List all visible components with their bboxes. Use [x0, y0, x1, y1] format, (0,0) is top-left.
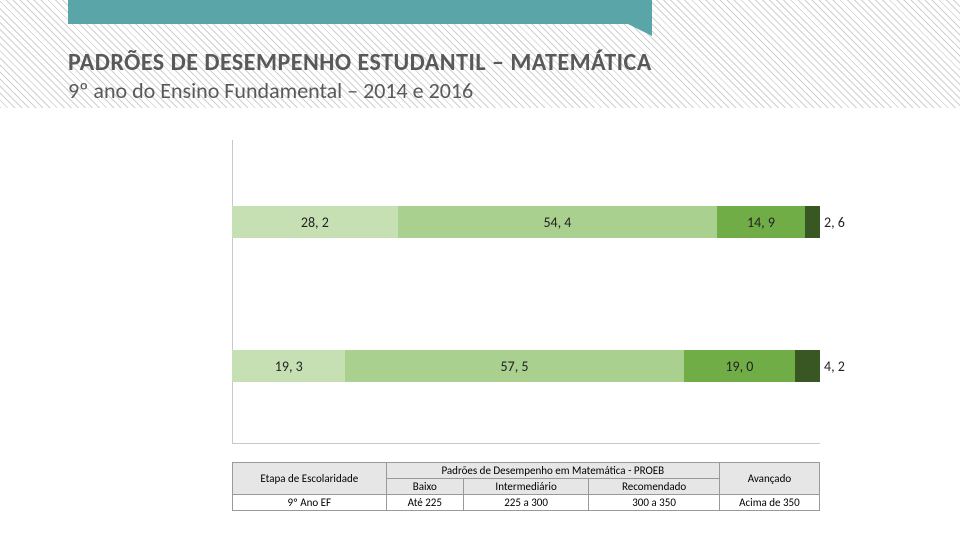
- cell-avancado: Acima de 350: [719, 495, 819, 511]
- title-main: PADRÕES DE DESEMPENHO ESTUDANTIL – MATEM…: [68, 48, 652, 77]
- bar-row-2016: 28, 254, 414, 9: [232, 206, 820, 238]
- bar-seg: 28, 2: [232, 206, 398, 238]
- bar-seg-label-outside: 4, 2: [824, 358, 845, 375]
- bar-row-2014: 19, 357, 519, 0: [232, 350, 820, 382]
- header-teal-bar: [68, 0, 652, 24]
- bar-seg: 54, 4: [398, 206, 718, 238]
- title-block: PADRÕES DE DESEMPENHO ESTUDANTIL – MATEM…: [68, 48, 652, 104]
- cell-baixo: Até 225: [386, 495, 463, 511]
- bar-seg: 57, 5: [345, 350, 683, 382]
- bar-seg: [805, 206, 820, 238]
- header-teal-notch: [628, 24, 652, 36]
- cell-recomendado: 300 a 350: [589, 495, 720, 511]
- cell-etapa: 9º Ano EF: [233, 495, 387, 511]
- col-etapa: Etapa de Escolaridade: [233, 463, 387, 495]
- standards-table: Etapa de Escolaridade Padrões de Desempe…: [232, 462, 820, 511]
- bar-seg: [795, 350, 820, 382]
- cell-intermediario: 225 a 300: [463, 495, 588, 511]
- col-recomendado: Recomendado: [589, 479, 720, 495]
- chart-plot-area: [232, 140, 820, 444]
- title-sub: 9º ano do Ensino Fundamental – 2014 e 20…: [68, 77, 652, 104]
- col-baixo: Baixo: [386, 479, 463, 495]
- bar-seg-label-outside: 2, 6: [824, 214, 845, 231]
- bar-seg: 19, 0: [684, 350, 796, 382]
- col-avancado: Avançado: [719, 463, 819, 495]
- bar-seg: 14, 9: [717, 206, 805, 238]
- col-group: Padrões de Desempenho em Matemática - PR…: [386, 463, 719, 479]
- col-intermediario: Intermediário: [463, 479, 588, 495]
- bar-seg: 19, 3: [232, 350, 345, 382]
